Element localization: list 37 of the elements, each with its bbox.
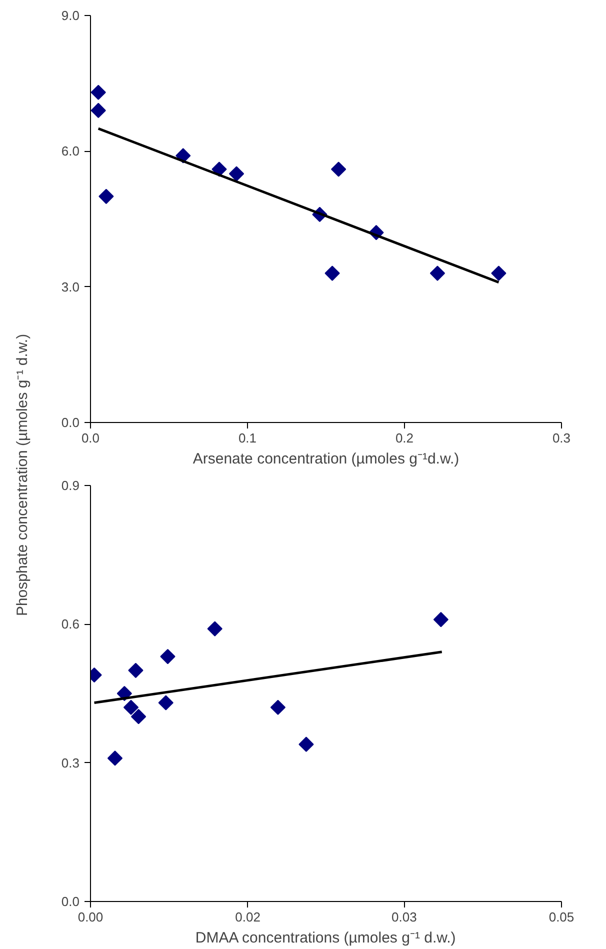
point: [298, 736, 314, 752]
point: [207, 621, 222, 636]
x-tick-label: 0.1: [238, 430, 257, 446]
point: [107, 750, 123, 766]
point: [228, 166, 244, 182]
point: [128, 662, 144, 678]
point: [130, 709, 146, 724]
x-tick-label: 0.05: [548, 910, 574, 924]
y-tick-label: 6.0: [61, 144, 80, 159]
point: [324, 266, 340, 281]
point: [160, 648, 176, 664]
x-axis-title: DMAA concentrations (µmoles g⁻¹ d.w.): [195, 930, 456, 946]
point: [90, 84, 106, 100]
y-tick-label: 3.0: [61, 279, 80, 294]
y-tick-label: 9.0: [61, 8, 80, 23]
point: [491, 266, 506, 281]
x-tick-label: 0.3: [552, 430, 571, 446]
y-tick-label: 0.6: [61, 616, 80, 632]
point: [158, 695, 174, 710]
point: [270, 700, 286, 715]
x-tick-label: 0.00: [78, 910, 104, 924]
y-axis-title: Phosphate concentration (µmoles g⁻¹ d.w.): [14, 334, 31, 616]
x-tick-label: 0.2: [395, 430, 414, 446]
x-tick-label: 0.0: [81, 430, 100, 446]
point: [430, 266, 446, 281]
x-tick-label: 0.03: [392, 910, 417, 924]
x-axis-title: Arsenate concentration (µmoles g⁻¹d.w.): [192, 450, 460, 468]
y-tick-label: 0.9: [61, 478, 80, 493]
point: [433, 612, 448, 628]
y-tick-label: 0.0: [61, 894, 80, 909]
point: [123, 700, 139, 715]
point: [98, 188, 114, 204]
x-tick-label: 0.02: [235, 910, 260, 924]
y-tick-label: 0.0: [61, 415, 80, 430]
point: [330, 162, 346, 177]
y-tick-label: 0.3: [61, 755, 80, 770]
point: [90, 102, 106, 118]
